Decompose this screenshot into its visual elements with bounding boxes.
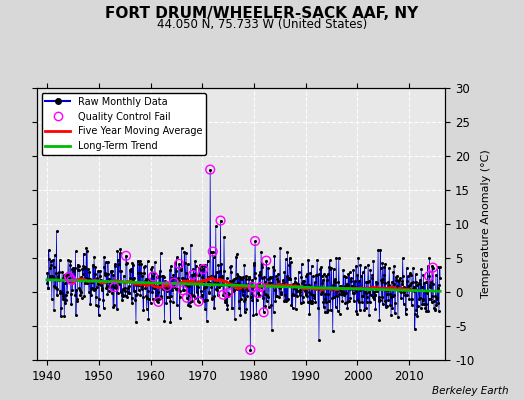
Point xyxy=(425,273,433,279)
Point xyxy=(175,261,183,267)
Point xyxy=(194,298,203,305)
Point xyxy=(68,277,76,283)
Point xyxy=(183,294,191,301)
Point xyxy=(259,309,268,316)
Point xyxy=(262,258,270,264)
Text: 44.050 N, 75.733 W (United States): 44.050 N, 75.733 W (United States) xyxy=(157,18,367,31)
Y-axis label: Temperature Anomaly (°C): Temperature Anomaly (°C) xyxy=(482,150,492,298)
Point xyxy=(206,166,214,173)
Point xyxy=(246,346,255,353)
Point xyxy=(254,290,263,296)
Point xyxy=(110,284,118,290)
Point xyxy=(189,272,197,278)
Text: Berkeley Earth: Berkeley Earth xyxy=(432,386,508,396)
Point xyxy=(429,264,437,271)
Point xyxy=(224,290,233,296)
Text: FORT DRUM/WHEELER-SACK AAF, NY: FORT DRUM/WHEELER-SACK AAF, NY xyxy=(105,6,419,21)
Point xyxy=(65,274,73,280)
Point xyxy=(256,284,265,290)
Point xyxy=(216,218,225,224)
Point xyxy=(149,273,157,280)
Point xyxy=(209,248,217,255)
Point xyxy=(199,266,208,272)
Legend: Raw Monthly Data, Quality Control Fail, Five Year Moving Average, Long-Term Tren: Raw Monthly Data, Quality Control Fail, … xyxy=(41,93,206,155)
Point xyxy=(163,283,171,289)
Point xyxy=(249,284,257,290)
Point xyxy=(179,287,187,294)
Point xyxy=(170,279,178,286)
Point xyxy=(219,292,227,298)
Point xyxy=(251,238,259,244)
Point xyxy=(122,253,130,259)
Point xyxy=(154,299,162,305)
